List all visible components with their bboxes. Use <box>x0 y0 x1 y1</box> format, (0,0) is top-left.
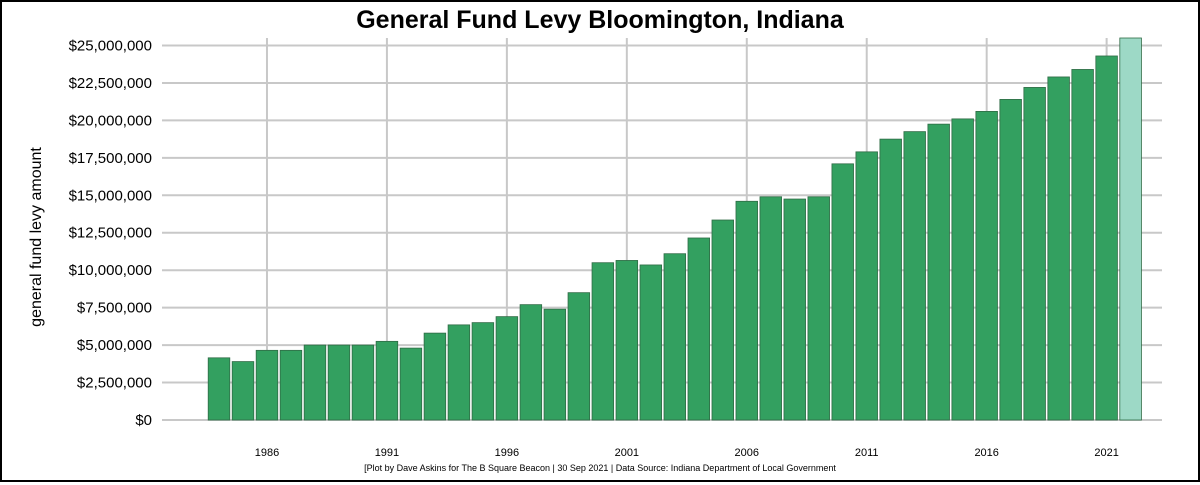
bar-2000 <box>591 262 615 421</box>
bar-1994 <box>447 324 471 421</box>
y-tick-label: $7,500,000 <box>77 300 152 317</box>
bar-2009 <box>807 196 830 421</box>
bar-1999 <box>567 292 591 421</box>
bar-2014 <box>927 123 950 421</box>
bar-1995 <box>471 322 495 421</box>
bar-1993 <box>423 332 447 421</box>
y-tick-label: $20,000,000 <box>69 112 152 129</box>
chart-caption: [Plot by Dave Askins for The B Square Be… <box>364 463 836 473</box>
x-tick-label: 2006 <box>735 447 759 459</box>
x-tick-labels: 1986 1991 1996 2001 2006 2011 2016 2021 <box>255 447 1119 459</box>
y-tick-label: $5,000,000 <box>77 337 152 354</box>
bar-2020 <box>1071 69 1094 421</box>
y-tick-label: $22,500,000 <box>69 75 152 92</box>
x-tick-label: 1996 <box>495 447 519 459</box>
bar-1997 <box>519 304 543 421</box>
y-tick-labels: $0 $2,500,000 $5,000,000 $7,500,000 $10,000,… <box>69 37 152 429</box>
bar-2007 <box>759 196 782 421</box>
bar-2001 <box>615 260 639 421</box>
bar-1987 <box>279 349 303 421</box>
bar-2017 <box>999 99 1022 421</box>
y-tick-label: $12,500,000 <box>69 225 152 242</box>
x-tick-label: 2001 <box>615 447 639 459</box>
bar-1990 <box>351 344 375 421</box>
bar-2019 <box>1047 76 1070 421</box>
bar-1986 <box>255 349 279 421</box>
bar-2003 <box>663 253 687 421</box>
bar-2010 <box>831 163 854 421</box>
bar-2013 <box>903 131 926 421</box>
y-tick-label: $2,500,000 <box>77 375 152 392</box>
bar-2012 <box>879 138 902 421</box>
bar-1991 <box>375 340 399 421</box>
y-tick-label: $25,000,000 <box>69 37 152 54</box>
bar-2021 <box>1095 55 1118 421</box>
y-tick-label: $10,000,000 <box>69 262 152 279</box>
x-tick-label: 1991 <box>375 447 399 459</box>
bar-1996 <box>495 316 519 421</box>
bar-2016 <box>975 111 998 421</box>
x-tick-label: 1986 <box>255 447 279 459</box>
bar-2022 <box>1119 37 1142 421</box>
y-axis-label: general fund levy amount <box>28 147 45 327</box>
bar-2004 <box>687 237 711 421</box>
y-tick-label: $17,500,000 <box>69 150 152 167</box>
bar-2006 <box>735 200 758 421</box>
bar-2005 <box>711 219 734 421</box>
bar-2002 <box>639 264 663 421</box>
bar-1992 <box>399 347 423 421</box>
x-tick-label: 2016 <box>974 447 998 459</box>
bar-layer <box>207 37 1142 421</box>
bar-2015 <box>951 118 974 421</box>
x-tick-label: 2011 <box>855 447 879 459</box>
bar-2008 <box>783 198 806 421</box>
bar-2018 <box>1023 87 1046 421</box>
bar-1988 <box>303 344 327 421</box>
bar-1984 <box>207 357 231 421</box>
bar-1989 <box>327 344 351 421</box>
y-tick-label: $0 <box>135 412 152 429</box>
x-tick-label: 2021 <box>1094 447 1118 459</box>
y-tick-label: $15,000,000 <box>69 187 152 204</box>
bar-1998 <box>543 308 567 421</box>
bar-2011 <box>855 151 878 421</box>
chart-title: General Fund Levy Bloomington, Indiana <box>356 6 845 34</box>
bar-1985 <box>231 361 255 421</box>
